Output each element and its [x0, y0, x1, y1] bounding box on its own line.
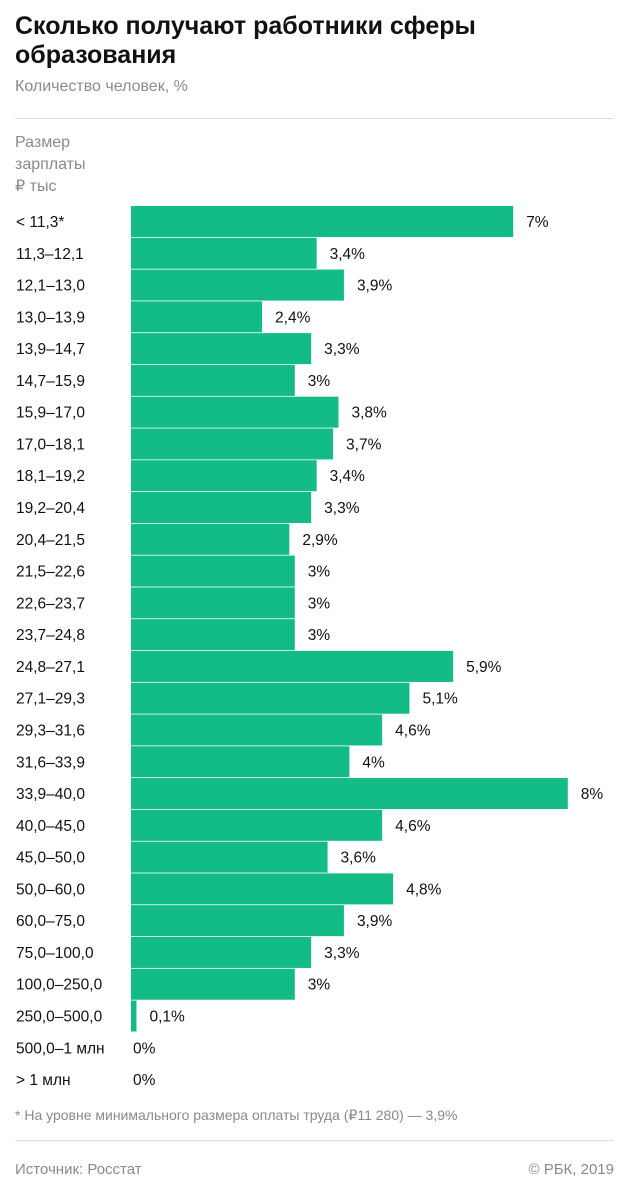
category-label: 17,0–18,1: [16, 436, 85, 453]
category-label: 21,5–22,6: [16, 564, 85, 581]
chart-subtitle: Количество человек, %: [15, 78, 188, 95]
bar: [131, 492, 312, 524]
bar: [131, 301, 263, 333]
y-axis-label: Размер зарплаты ₽ тыс: [15, 134, 86, 195]
category-label: 23,7–24,8: [16, 627, 85, 644]
bar: [131, 873, 394, 905]
category-label: 11,3–12,1: [16, 246, 84, 263]
bar: [131, 809, 383, 841]
bar: [131, 269, 344, 301]
value-label: 5,1%: [422, 691, 458, 708]
bar: [131, 587, 295, 619]
value-label: 7%: [526, 214, 549, 231]
bar: [131, 746, 350, 778]
value-label: 4,8%: [406, 881, 442, 898]
value-label: 4,6%: [395, 722, 431, 739]
value-label: 3%: [308, 373, 331, 390]
bar: [131, 1000, 137, 1032]
bar: [131, 619, 295, 651]
category-label: 13,9–14,7: [16, 341, 85, 358]
bar: [131, 396, 339, 428]
bar: [131, 841, 328, 873]
category-label: < 11,3*: [16, 214, 64, 231]
source-note: Источник: Росстат: [15, 1161, 142, 1178]
category-label: 18,1–19,2: [16, 468, 85, 485]
category-label: 15,9–17,0: [16, 405, 85, 422]
value-label: 3,9%: [357, 913, 393, 930]
category-label: 45,0–50,0: [16, 850, 85, 867]
value-label: 3%: [308, 977, 331, 994]
category-label: 20,4–21,5: [16, 532, 85, 549]
category-label: 31,6–33,9: [16, 754, 85, 771]
category-label: 33,9–40,0: [16, 786, 85, 803]
bottom-divider: [15, 1140, 614, 1141]
value-label: 2,4%: [275, 309, 311, 326]
category-label: 19,2–20,4: [16, 500, 85, 517]
value-label: 0%: [133, 1072, 156, 1089]
category-label: 40,0–45,0: [16, 818, 85, 835]
value-label: 5,9%: [466, 659, 502, 676]
category-label: 500,0–1 млн: [16, 1040, 105, 1057]
top-divider: [15, 118, 614, 119]
value-label: 3,3%: [324, 500, 360, 517]
value-label: 3,3%: [324, 341, 360, 358]
bar: [131, 714, 383, 746]
category-label: 250,0–500,0: [16, 1009, 103, 1026]
category-label: > 1 млн: [16, 1072, 71, 1089]
value-label: 3,9%: [357, 278, 393, 295]
value-label: 3%: [308, 564, 331, 581]
category-label: 27,1–29,3: [16, 691, 85, 708]
bar: [131, 428, 334, 460]
category-label: 50,0–60,0: [16, 881, 85, 898]
value-label: 4%: [362, 754, 385, 771]
bar: [131, 237, 317, 269]
bar: [131, 364, 295, 396]
value-label: 2,9%: [302, 532, 338, 549]
bar: [131, 650, 454, 682]
chart-title: Сколько получают работники сферы образов…: [15, 12, 476, 69]
value-label: 3%: [308, 595, 331, 612]
bar: [131, 206, 514, 237]
bar: [131, 460, 317, 492]
value-label: 8%: [581, 786, 604, 803]
category-label: 100,0–250,0: [16, 977, 103, 994]
category-label: 22,6–23,7: [16, 595, 85, 612]
bar: [131, 778, 568, 810]
copyright-note: © РБК, 2019: [528, 1161, 614, 1178]
bar: [131, 682, 410, 714]
category-label: 60,0–75,0: [16, 913, 85, 930]
value-label: 3%: [308, 627, 331, 644]
value-label: 3,3%: [324, 945, 360, 962]
value-label: 3,6%: [341, 850, 377, 867]
bar: [131, 936, 312, 968]
value-label: 4,6%: [395, 818, 431, 835]
bar: [131, 968, 295, 1000]
value-label: 3,4%: [330, 246, 366, 263]
value-label: 3,7%: [346, 436, 382, 453]
value-label: 3,4%: [330, 468, 366, 485]
bar: [131, 555, 295, 587]
category-label: 12,1–13,0: [16, 278, 85, 295]
bar: [131, 905, 344, 937]
category-label: 14,7–15,9: [16, 373, 85, 390]
value-label: 0,1%: [149, 1009, 185, 1026]
bar: [131, 523, 290, 555]
value-label: 0%: [133, 1040, 156, 1057]
bar: [131, 333, 312, 365]
category-label: 13,0–13,9: [16, 309, 85, 326]
category-label: 29,3–31,6: [16, 722, 85, 739]
category-label: 75,0–100,0: [16, 945, 94, 962]
footnote: * На уровне минимального размера оплаты …: [15, 1107, 458, 1123]
value-label: 3,8%: [351, 405, 387, 422]
category-label: 24,8–27,1: [16, 659, 85, 676]
